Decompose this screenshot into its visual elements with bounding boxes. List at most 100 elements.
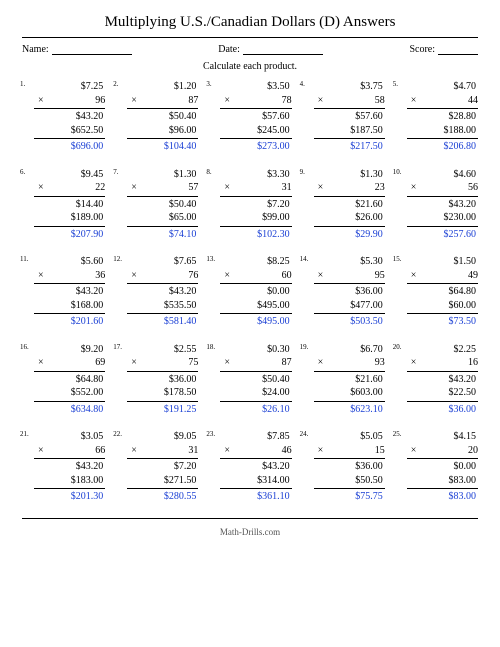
rule-top: [407, 458, 478, 459]
partial-2: $65.00: [115, 211, 198, 225]
rule-bottom: [34, 226, 105, 227]
multiplier-row: ×36: [22, 269, 105, 283]
rule-bottom: [220, 488, 291, 489]
problem-number: 21.: [20, 430, 29, 439]
multiplicand: $1.30: [302, 168, 385, 182]
partial-1: $43.20: [115, 285, 198, 299]
rule-bottom: [314, 138, 385, 139]
problem: 1.$7.25×96$43.20$652.50$696.00: [22, 80, 105, 154]
multiplier: 66: [95, 444, 105, 458]
problem-number: 9.: [300, 168, 305, 177]
multiplier-row: ×96: [22, 94, 105, 108]
rule-top: [220, 371, 291, 372]
multiplier-row: ×20: [395, 444, 478, 458]
rule-bottom: [314, 226, 385, 227]
answer: $634.80: [22, 403, 105, 417]
problem-number: 23.: [206, 430, 215, 439]
answer: $201.30: [22, 490, 105, 504]
rule-top: [407, 108, 478, 109]
rule-bottom: [407, 138, 478, 139]
multiplicand: $9.05: [115, 430, 198, 444]
times-sign: ×: [224, 269, 230, 283]
problem-number: 24.: [300, 430, 309, 439]
answer: $581.40: [115, 315, 198, 329]
rule-bottom: [220, 226, 291, 227]
rule-top: [127, 458, 198, 459]
score-label: Score:: [409, 44, 435, 55]
partial-1: $7.20: [115, 460, 198, 474]
multiplier: 60: [282, 269, 292, 283]
times-sign: ×: [131, 94, 137, 108]
multiplicand: $2.55: [115, 343, 198, 357]
worksheet-page: Multiplying U.S./Canadian Dollars (D) An…: [0, 0, 500, 545]
problem-number: 16.: [20, 343, 29, 352]
multiplier: 93: [375, 356, 385, 370]
problem-number: 6.: [20, 168, 25, 177]
problem-number: 8.: [206, 168, 211, 177]
multiplier-row: × 75: [115, 356, 198, 370]
multiplier-row: ×22: [22, 181, 105, 195]
problem-number: 1.: [20, 80, 25, 89]
problem-number: 7.: [113, 168, 118, 177]
rule-top: [220, 283, 291, 284]
answer: $104.40: [115, 140, 198, 154]
multiplier-row: ×56: [395, 181, 478, 195]
partial-2: $22.50: [395, 386, 478, 400]
multiplier-row: ×69: [22, 356, 105, 370]
times-sign: ×: [318, 444, 324, 458]
rule-top: [127, 108, 198, 109]
multiplicand: $5.05: [302, 430, 385, 444]
problem: 21.$3.05×66$43.20$183.00$201.30: [22, 430, 105, 504]
rule-top: [220, 196, 291, 197]
answer: $73.50: [395, 315, 478, 329]
problem-number: 10.: [393, 168, 402, 177]
multiplier-row: ×49: [395, 269, 478, 283]
partial-1: $43.20: [395, 198, 478, 212]
partial-2: $99.00: [208, 211, 291, 225]
rule-top: [407, 196, 478, 197]
problem: 2.$1.20×87$50.40$96.00$104.40: [115, 80, 198, 154]
partial-2: $652.50: [22, 124, 105, 138]
answer: $36.00: [395, 403, 478, 417]
partial-1: $14.40: [22, 198, 105, 212]
multiplier: 22: [95, 181, 105, 195]
rule-top: [127, 196, 198, 197]
title-rule: [22, 37, 478, 38]
multiplicand: $5.30: [302, 255, 385, 269]
problem: 14.$5.30×95$36.00$477.00$503.50: [302, 255, 385, 329]
problem-number: 2.: [113, 80, 118, 89]
rule-top: [127, 371, 198, 372]
problem: 13.$8.25×60$0.00$495.00$495.00: [208, 255, 291, 329]
times-sign: ×: [131, 269, 137, 283]
answer: $273.00: [208, 140, 291, 154]
problem-number: 11.: [20, 255, 29, 264]
times-sign: ×: [224, 94, 230, 108]
multiplier: 75: [188, 356, 198, 370]
multiplier: 49: [468, 269, 478, 283]
times-sign: ×: [131, 356, 137, 370]
multiplier: 69: [95, 356, 105, 370]
partial-1: $7.20: [208, 198, 291, 212]
answer: $503.50: [302, 315, 385, 329]
multiplier: 31: [188, 444, 198, 458]
problem: 11.$5.60×36$43.20$168.00$201.60: [22, 255, 105, 329]
rule-bottom: [34, 313, 105, 314]
multiplicand: $7.85: [208, 430, 291, 444]
name-block: Name:: [22, 44, 132, 55]
partial-2: $96.00: [115, 124, 198, 138]
problem: 20.$2.25×16$43.20$22.50$36.00: [395, 343, 478, 417]
multiplier-row: ×95: [302, 269, 385, 283]
partial-1: $43.20: [22, 110, 105, 124]
rule-bottom: [34, 488, 105, 489]
rule-top: [220, 458, 291, 459]
problem: 15.$1.50×49$64.80$60.00$73.50: [395, 255, 478, 329]
multiplier-row: ×78: [208, 94, 291, 108]
partial-1: $0.00: [208, 285, 291, 299]
problem-number: 15.: [393, 255, 402, 264]
partial-1: $43.20: [22, 460, 105, 474]
rule-bottom: [407, 226, 478, 227]
rule-top: [314, 108, 385, 109]
multiplier-row: ×46: [208, 444, 291, 458]
times-sign: ×: [411, 356, 417, 370]
rule-bottom: [34, 401, 105, 402]
